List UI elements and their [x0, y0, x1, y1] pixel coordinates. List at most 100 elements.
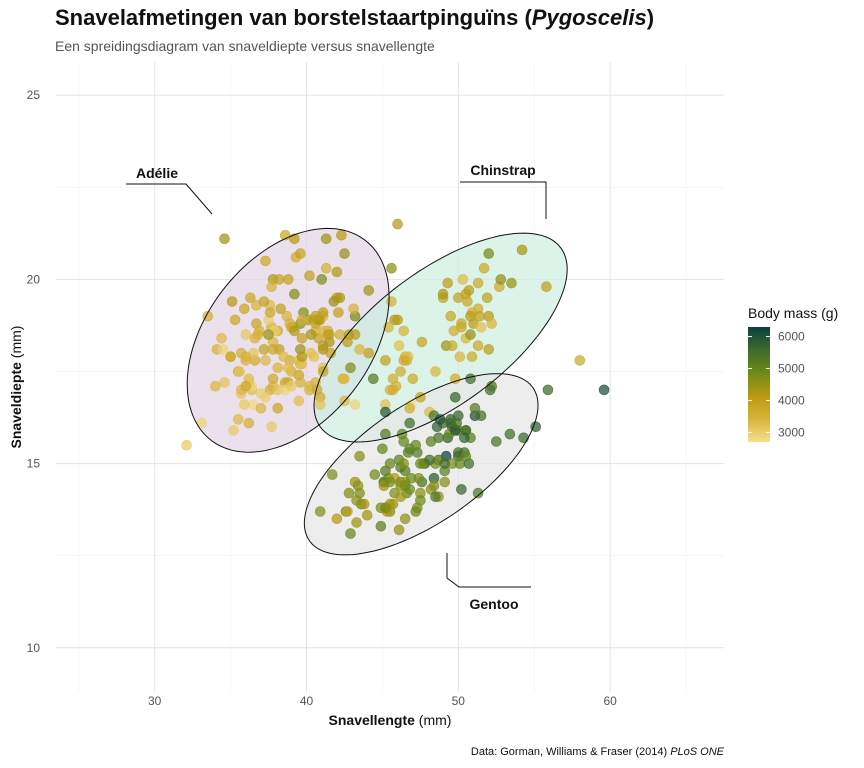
data-point: [404, 402, 416, 414]
data-point: [285, 380, 297, 392]
data-point: [320, 233, 332, 245]
data-point: [351, 495, 362, 506]
data-point: [260, 255, 271, 267]
data-point: [456, 321, 467, 333]
data-point: [395, 366, 406, 377]
legend-colorbar: [748, 327, 770, 442]
ellipse-outlines: [186, 227, 568, 556]
data-point: [258, 344, 270, 355]
y-tick-label: 20: [27, 272, 41, 286]
data-point: [304, 270, 315, 282]
data-point: [232, 414, 244, 425]
data-point: [437, 288, 449, 300]
data-point: [217, 344, 229, 355]
data-point: [386, 262, 397, 274]
data-point: [375, 520, 387, 532]
caption-journal: PLoS ONE: [670, 746, 724, 758]
data-point: [598, 384, 610, 396]
data-point: [342, 336, 353, 348]
data-point: [483, 344, 495, 355]
data-point: [475, 321, 487, 333]
chart-title-main: Snavelafmetingen van borstelstaartpinguï…: [55, 5, 532, 30]
data-point: [481, 292, 493, 304]
color-legend: Body mass (g) 3000 4000 5000 6000: [748, 305, 838, 442]
data-point: [465, 310, 476, 322]
legend-tick-label: 3000: [778, 425, 805, 439]
data-point: [349, 329, 361, 340]
data-point: [416, 336, 428, 348]
data-point: [305, 329, 317, 340]
data-point: [472, 277, 484, 289]
data-point: [380, 465, 391, 477]
data-point: [574, 355, 586, 366]
data-point: [460, 450, 472, 462]
data-point: [424, 454, 435, 466]
data-point: [380, 355, 391, 366]
data-point: [289, 288, 300, 300]
data-point: [240, 355, 252, 366]
data-point: [434, 414, 446, 425]
data-point: [219, 377, 230, 388]
data-point: [407, 373, 419, 385]
ellipse-outline: [313, 232, 568, 443]
annotation-label: Adélie: [136, 165, 178, 181]
data-point: [430, 491, 441, 503]
data-point: [343, 487, 355, 499]
data-point: [202, 310, 214, 322]
data-point: [334, 292, 346, 304]
data-point: [465, 329, 476, 340]
data-point: [363, 347, 375, 359]
data-point: [310, 310, 321, 322]
data-point: [348, 303, 359, 315]
data-point: [439, 458, 451, 469]
chart-title-end: ): [646, 5, 655, 30]
data-point: [462, 296, 473, 307]
data-point: [449, 373, 461, 385]
annotation-leader: [446, 553, 531, 588]
data-point: [228, 425, 239, 436]
data-point: [395, 491, 406, 503]
data-point: [272, 362, 284, 374]
chart-title: Snavelafmetingen van borstelstaartpinguï…: [55, 5, 654, 31]
data-point: [451, 417, 463, 429]
data-point: [317, 344, 329, 355]
y-tick-label: 15: [27, 457, 41, 471]
ellipse-outline: [303, 373, 539, 556]
data-point: [404, 417, 416, 429]
species-annotations: Adélie Chinstrap Gentoo: [126, 162, 547, 612]
data-point: [384, 476, 396, 488]
data-point: [342, 506, 353, 517]
data-point: [296, 351, 308, 363]
data-point: [504, 428, 516, 440]
data-point: [361, 509, 373, 521]
x-tick-label: 50: [452, 694, 466, 708]
data-point: [320, 262, 332, 274]
data-point: [442, 277, 454, 289]
data-point: [386, 296, 397, 307]
data-point: [399, 513, 411, 525]
data-point: [239, 303, 250, 315]
data-point: [387, 373, 399, 385]
data-point: [392, 314, 403, 326]
data-point: [278, 351, 290, 363]
data-point: [282, 274, 294, 285]
data-point: [404, 484, 416, 495]
data-point: [255, 402, 267, 414]
data-point: [398, 458, 410, 469]
y-tick-label: 10: [27, 641, 41, 655]
data-point: [367, 373, 379, 385]
data-point: [506, 277, 517, 289]
data-point: [273, 274, 285, 285]
data-point: [331, 513, 343, 525]
data-point: [387, 384, 399, 396]
data-point: [260, 355, 271, 366]
data-point: [410, 506, 422, 517]
data-point: [260, 391, 271, 403]
data-point: [263, 329, 274, 340]
data-point: [239, 399, 250, 410]
data-point: [331, 266, 343, 278]
x-tick-label: 30: [148, 694, 162, 708]
data-point: [295, 377, 306, 388]
data-point: [354, 344, 365, 355]
data-point: [405, 472, 417, 484]
